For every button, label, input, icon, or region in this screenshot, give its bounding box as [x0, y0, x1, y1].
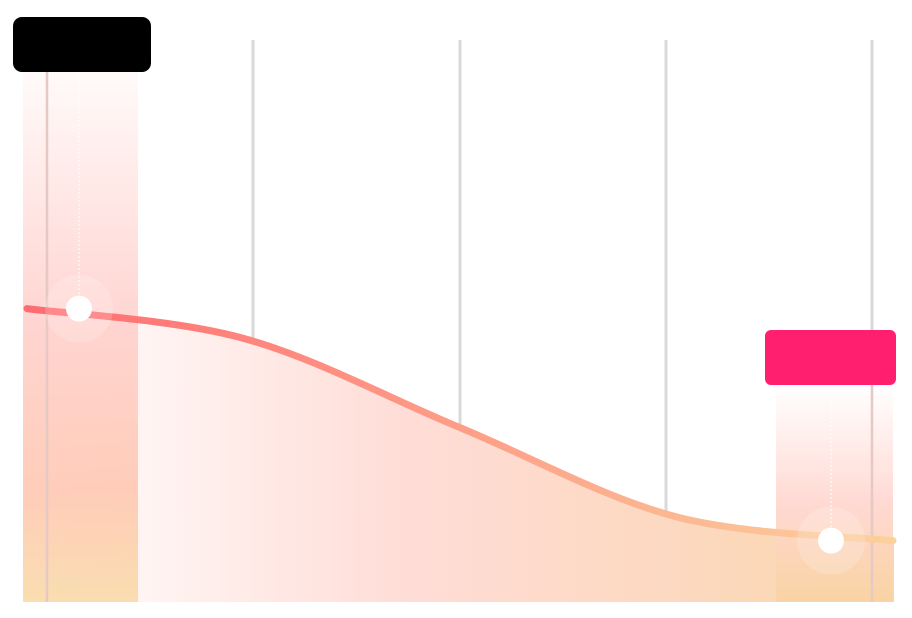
- series-line: [23, 305, 897, 545]
- line-layer: [23, 305, 897, 545]
- highlight-point-1: [66, 295, 92, 322]
- highlight-band-end: [776, 385, 893, 602]
- highlight-label-start: [13, 17, 151, 72]
- highlight-point-2: [818, 527, 844, 554]
- area-layer: [23, 308, 894, 602]
- area-fill: [23, 308, 894, 602]
- highlight-label-end: [765, 330, 896, 385]
- highlight-points: [45, 72, 865, 575]
